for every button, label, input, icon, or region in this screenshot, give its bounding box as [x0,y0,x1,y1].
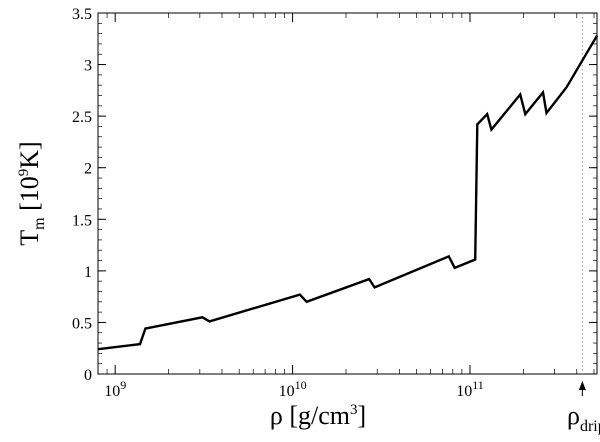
reference-line-label-base: ρ [567,401,580,430]
x-tick-label-exp: 10 [295,378,307,392]
y-axis-label-mid: [10 [15,176,44,217]
y-axis-label: Tm [109K] [15,141,48,245]
y-tick-label: 3.5 [72,6,92,23]
x-tick-label-exp: 9 [120,378,126,392]
x-axis-label-sup: 3 [350,402,358,418]
x-tick-label-base: 10 [456,383,472,400]
x-axis-label-base: ρ [g/cm [270,401,350,430]
y-axis-label-tail: K] [15,141,44,168]
reference-line-label: ρdrip [567,401,600,435]
reference-line-label-sub: drip [580,418,600,435]
x-tick-label: 1010 [279,378,307,400]
series-group [97,35,599,351]
reference-arrow-head [578,381,586,390]
x-axis-label: ρ [g/cm3] [270,401,366,430]
x-tick-label-base: 10 [279,383,295,400]
y-tick-label: 3 [84,58,92,75]
x-tick-label-exp: 11 [472,378,484,392]
y-axis-label-sup: 9 [16,169,32,177]
series-line [97,35,599,351]
y-tick-label: 2.5 [72,109,92,126]
plot-frame [97,12,598,375]
y-tick-label: 1.5 [72,212,92,229]
x-tick-label-base: 10 [104,383,120,400]
y-tick-label: 0.5 [72,315,92,332]
y-axis-label-sub: m [31,217,48,230]
y-ticks: 0 0.5 1 1.5 2 2.5 3 3.5 [72,6,597,384]
y-tick-label: 2 [84,161,92,178]
x-tick-label: 109 [104,378,126,400]
x-tick-label: 1011 [456,378,484,400]
reference-line-group [578,13,586,396]
x-ticks: 109 1010 1011 [97,13,595,400]
y-tick-label: 0 [84,367,92,384]
y-tick-label: 1 [84,264,92,281]
x-axis-label-tail: ] [357,401,366,430]
plot-frame-rect [97,12,598,375]
y-axis-label-base: T [15,230,44,246]
